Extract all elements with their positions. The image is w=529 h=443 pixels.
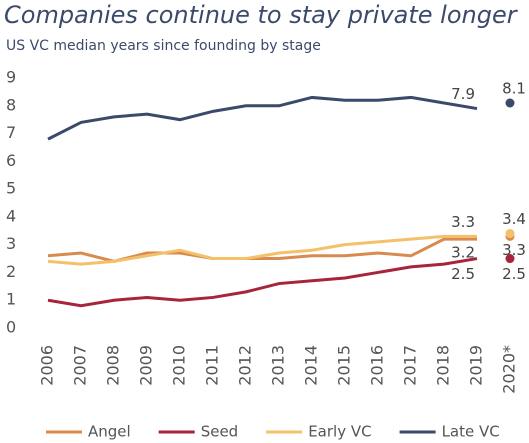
x-tick-label: 2016	[368, 345, 387, 386]
series-line	[47, 237, 477, 263]
y-tick-label: 7	[6, 123, 16, 142]
point	[505, 254, 515, 264]
series-line	[47, 95, 478, 141]
x-tick-label: 2011	[203, 345, 222, 386]
data-label: 3.2	[451, 244, 475, 262]
y-tick-label: 3	[6, 234, 16, 253]
y-tick-label: 0	[6, 318, 16, 337]
x-tick-label: 2019	[467, 345, 486, 386]
y-tick-label: 1	[6, 290, 16, 309]
x-tick-label: 2015	[335, 345, 354, 386]
chart-title: Companies continue to stay private longe…	[4, 1, 519, 29]
chart-subtitle: US VC median years since founding by sta…	[6, 38, 321, 54]
data-label: 8.1	[502, 80, 526, 98]
y-tick-label: 8	[6, 95, 16, 114]
y-tick-label: 4	[6, 206, 16, 225]
legend-label: Seed	[201, 423, 239, 441]
data-label: 2.5	[451, 265, 475, 283]
series-line	[47, 257, 478, 308]
x-tick-label: 2009	[137, 345, 156, 386]
x-tick-label: 2018	[434, 345, 453, 386]
data-label: 2.5	[502, 265, 526, 283]
x-tick-label: 2007	[71, 345, 90, 386]
data-label: 3.3	[502, 241, 526, 259]
legend-label: Early VC	[308, 423, 371, 441]
x-tick-label: 2014	[302, 345, 321, 386]
y-tick-label: 2	[6, 262, 16, 281]
x-tick-label: 2010	[170, 345, 189, 386]
x-tick-label: 2008	[104, 345, 123, 386]
point	[505, 98, 515, 108]
legend-label: Late VC	[442, 423, 500, 441]
point	[505, 229, 515, 239]
x-tick-label: 2017	[401, 345, 420, 386]
legend-label: Angel	[88, 423, 131, 441]
x-tick-label: 2012	[236, 345, 255, 386]
series-line	[47, 234, 477, 266]
x-tick-label: 2020*	[500, 345, 519, 394]
data-label: 3.4	[502, 210, 526, 228]
x-tick-label: 2006	[38, 345, 57, 386]
y-tick-label: 6	[6, 151, 16, 170]
data-label: 3.3	[451, 213, 475, 231]
data-label: 7.9	[451, 85, 475, 103]
y-tick-label: 9	[6, 68, 16, 87]
x-tick-label: 2013	[269, 345, 288, 386]
y-tick-label: 5	[6, 179, 16, 198]
